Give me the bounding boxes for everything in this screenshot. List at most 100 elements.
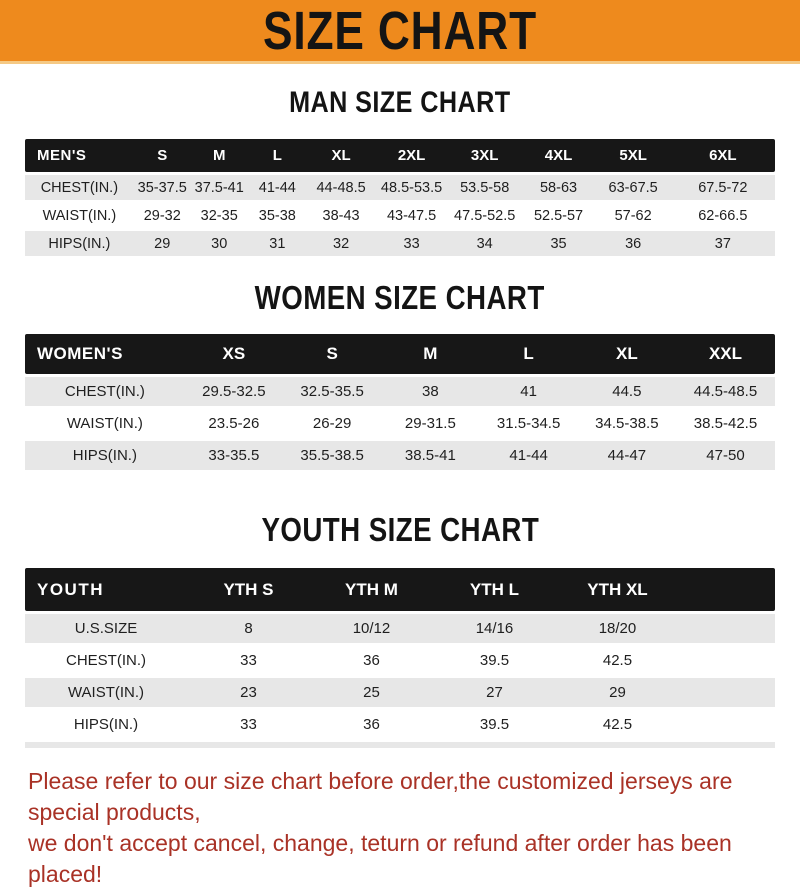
table-row: WAIST(IN.) 23.5-26 26-29 29-31.5 31.5-34… [25, 409, 775, 438]
men-section-heading: MAN SIZE CHART [0, 86, 800, 120]
size-cell: 31 [247, 231, 307, 256]
size-cell: 33 [186, 646, 310, 675]
size-cell: 47-50 [675, 441, 775, 470]
row-label: WAIST(IN.) [25, 203, 134, 228]
row-label: HIPS(IN.) [25, 710, 187, 739]
spacer-cell [678, 568, 775, 611]
column-header: YTH L [432, 568, 556, 611]
footer-note-line2: we don't accept cancel, change, teturn o… [28, 830, 732, 887]
women-size-table: WOMEN'S XS S M L XL XXL CHEST(IN.) 29.5-… [25, 331, 775, 473]
women-section-heading-text: WOMEN SIZE CHART [254, 279, 546, 316]
size-cell: 34.5-38.5 [577, 409, 676, 438]
table-row: U.S.SIZE 8 10/12 14/16 18/20 [25, 614, 775, 643]
table-row: CHEST(IN.) 33 36 39.5 42.5 [25, 646, 775, 675]
column-header: 6XL [670, 139, 775, 172]
size-cell: 38.5-41 [381, 441, 480, 470]
column-header: 4XL [521, 139, 596, 172]
column-header: S [282, 334, 382, 374]
size-cell: 37.5-41 [190, 175, 248, 200]
size-cell: 35-37.5 [133, 175, 191, 200]
column-header: 3XL [447, 139, 522, 172]
women-header-row: WOMEN'S XS S M L XL XXL [25, 334, 775, 374]
size-cell: 39.5 [432, 710, 556, 739]
size-cell: 10/12 [309, 614, 433, 643]
size-cell: 44.5 [577, 377, 676, 406]
size-cell: 47.5-52.5 [447, 203, 522, 228]
size-cell: 44-47 [577, 441, 676, 470]
size-cell: 32-35 [190, 203, 248, 228]
size-cell: 29 [555, 678, 679, 707]
spacer-cell [678, 614, 775, 643]
row-label: WAIST(IN.) [25, 409, 185, 438]
size-cell: 14/16 [432, 614, 556, 643]
footer-note-line1: Please refer to our size chart before or… [28, 768, 733, 825]
size-cell: 32 [306, 231, 376, 256]
row-label: CHEST(IN.) [25, 377, 185, 406]
youth-header-row: YOUTH YTH S YTH M YTH L YTH XL [25, 568, 775, 611]
size-cell: 42.5 [555, 646, 679, 675]
size-cell: 23.5-26 [184, 409, 283, 438]
women-corner-label: WOMEN'S [25, 334, 185, 374]
size-cell: 31.5-34.5 [479, 409, 578, 438]
youth-size-table: YOUTH YTH S YTH M YTH L YTH XL U.S.SIZE … [25, 565, 775, 742]
size-cell: 25 [309, 678, 433, 707]
page-title: SIZE CHART [263, 0, 537, 61]
table-row: WAIST(IN.) 23 25 27 29 [25, 678, 775, 707]
column-header: L [479, 334, 578, 374]
size-cell: 29-32 [133, 203, 191, 228]
column-header: XL [306, 139, 376, 172]
youth-corner-label: YOUTH [25, 568, 187, 611]
youth-section-heading: YOUTH SIZE CHART [0, 511, 800, 549]
column-header: M [381, 334, 480, 374]
spacer-cell [678, 710, 775, 739]
size-cell: 36 [595, 231, 671, 256]
size-cell: 33 [375, 231, 448, 256]
size-cell: 33-35.5 [184, 441, 283, 470]
row-label: U.S.SIZE [25, 614, 187, 643]
size-cell: 62-66.5 [670, 203, 775, 228]
column-header: 2XL [375, 139, 448, 172]
table-row: HIPS(IN.) 33 36 39.5 42.5 [25, 710, 775, 739]
size-cell: 58-63 [521, 175, 596, 200]
size-cell: 35.5-38.5 [282, 441, 382, 470]
column-header: XXL [675, 334, 775, 374]
size-cell: 67.5-72 [670, 175, 775, 200]
row-label: CHEST(IN.) [25, 175, 134, 200]
size-cell: 35-38 [247, 203, 307, 228]
column-header: S [133, 139, 191, 172]
size-cell: 48.5-53.5 [375, 175, 448, 200]
spacer-cell [678, 646, 775, 675]
row-label: CHEST(IN.) [25, 646, 187, 675]
size-cell: 63-67.5 [595, 175, 671, 200]
size-cell: 35 [521, 231, 596, 256]
size-cell: 29-31.5 [381, 409, 480, 438]
size-cell: 29.5-32.5 [184, 377, 283, 406]
column-header: YTH S [186, 568, 310, 611]
size-cell: 38-43 [306, 203, 376, 228]
column-header: L [247, 139, 307, 172]
table-row: HIPS(IN.) 33-35.5 35.5-38.5 38.5-41 41-4… [25, 441, 775, 470]
size-cell: 41-44 [247, 175, 307, 200]
banner: SIZE CHART [0, 0, 800, 64]
column-header: YTH XL [555, 568, 679, 611]
table-row: CHEST(IN.) 35-37.5 37.5-41 41-44 44-48.5… [25, 175, 775, 200]
size-cell: 29 [133, 231, 191, 256]
size-cell: 8 [186, 614, 310, 643]
size-cell: 26-29 [282, 409, 382, 438]
row-label: HIPS(IN.) [25, 441, 185, 470]
table-row: CHEST(IN.) 29.5-32.5 32.5-35.5 38 41 44.… [25, 377, 775, 406]
size-cell: 44-48.5 [306, 175, 376, 200]
size-cell: 44.5-48.5 [675, 377, 775, 406]
spacer-cell [678, 678, 775, 707]
size-cell: 30 [190, 231, 248, 256]
column-header: M [190, 139, 248, 172]
men-section-heading-text: MAN SIZE CHART [289, 86, 511, 119]
table-row: WAIST(IN.) 29-32 32-35 35-38 38-43 43-47… [25, 203, 775, 228]
size-cell: 41-44 [479, 441, 578, 470]
men-header-row: MEN'S S M L XL 2XL 3XL 4XL 5XL 6XL [25, 139, 775, 172]
size-cell: 32.5-35.5 [282, 377, 382, 406]
size-cell: 34 [447, 231, 522, 256]
size-cell: 52.5-57 [521, 203, 596, 228]
size-cell: 41 [479, 377, 578, 406]
